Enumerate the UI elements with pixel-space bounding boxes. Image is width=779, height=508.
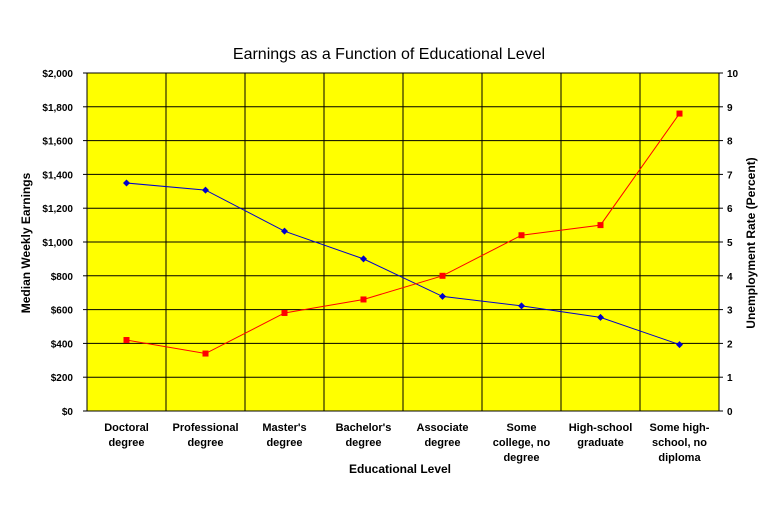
data-point [597, 222, 604, 229]
data-point [439, 292, 446, 300]
x-axis-label: Educational Level [349, 462, 451, 476]
y-tick-label: $1,200 [42, 204, 73, 215]
data-point [281, 227, 288, 235]
y-tick-label: $800 [51, 272, 74, 283]
data-point [518, 302, 525, 310]
series-line-1 [126, 182, 680, 346]
x-tick-label: Some high-school, no diploma [650, 422, 710, 464]
y-tick-label: $2,000 [42, 69, 73, 80]
y2-tick-label: 5 [727, 238, 733, 249]
y-axis-ticks: $0 $200 $400 $600 $800 $1,000 $1,200 $1,400 $1,6… [42, 69, 87, 418]
data-point [123, 179, 130, 187]
data-point [597, 313, 604, 321]
data-point [123, 337, 130, 344]
data-point [676, 110, 683, 117]
data-point [518, 232, 525, 239]
y2-tick-label: 1 [727, 373, 733, 384]
x-tick-label: High-school graduate [569, 422, 633, 449]
y2-tick-label: 10 [727, 69, 739, 80]
y2-tick-label: 2 [727, 339, 733, 350]
y-tick-label: $1,000 [42, 238, 73, 249]
data-point [676, 341, 683, 349]
y-axis-label: Median Weekly Earnings [19, 172, 33, 313]
y2-tick-label: 4 [727, 272, 733, 283]
x-tick-label: Some college, no degree [493, 422, 551, 464]
y-tick-label: $1,800 [42, 103, 73, 114]
x-tick-label: Doctoral degree [104, 422, 149, 449]
y-tick-label: $200 [51, 373, 74, 384]
y2-tick-label: 0 [727, 407, 733, 418]
category-labels: Doctoral degree Professional degree Master's… [104, 422, 710, 464]
y-tick-label: $1,400 [42, 170, 73, 181]
y2-tick-label: 9 [727, 103, 733, 114]
chart-title: Earnings as a Function of Educational Le… [233, 46, 545, 63]
x-tick-label: Master's degree [262, 422, 306, 449]
y2-tick-label: 7 [727, 170, 733, 181]
data-point [439, 272, 446, 279]
y2-tick-label: 6 [727, 204, 733, 215]
y-tick-label: $600 [51, 306, 74, 317]
x-tick-label: Professional degree [172, 422, 238, 449]
y2-axis-ticks: 0 1 2 3 4 5 6 7 8 9 10 [719, 69, 739, 418]
series-line-2 [126, 113, 680, 355]
data-point [202, 350, 209, 357]
y2-axis-label: Unemployment Rate (Percent) [744, 157, 758, 328]
y2-tick-label: 3 [727, 306, 733, 317]
x-tick-label: Associate degree [417, 422, 469, 449]
x-tick-label: Bachelor's degree [336, 422, 392, 449]
y-tick-label: $1,600 [42, 137, 73, 148]
data-point [202, 186, 209, 194]
y-tick-label: $400 [51, 339, 74, 350]
data-point [360, 296, 367, 303]
data-point [360, 255, 367, 263]
gridlines [87, 73, 719, 411]
data-point [281, 309, 288, 316]
y-tick-label: $0 [62, 407, 74, 418]
series-group [123, 110, 683, 357]
y2-tick-label: 8 [727, 137, 733, 148]
